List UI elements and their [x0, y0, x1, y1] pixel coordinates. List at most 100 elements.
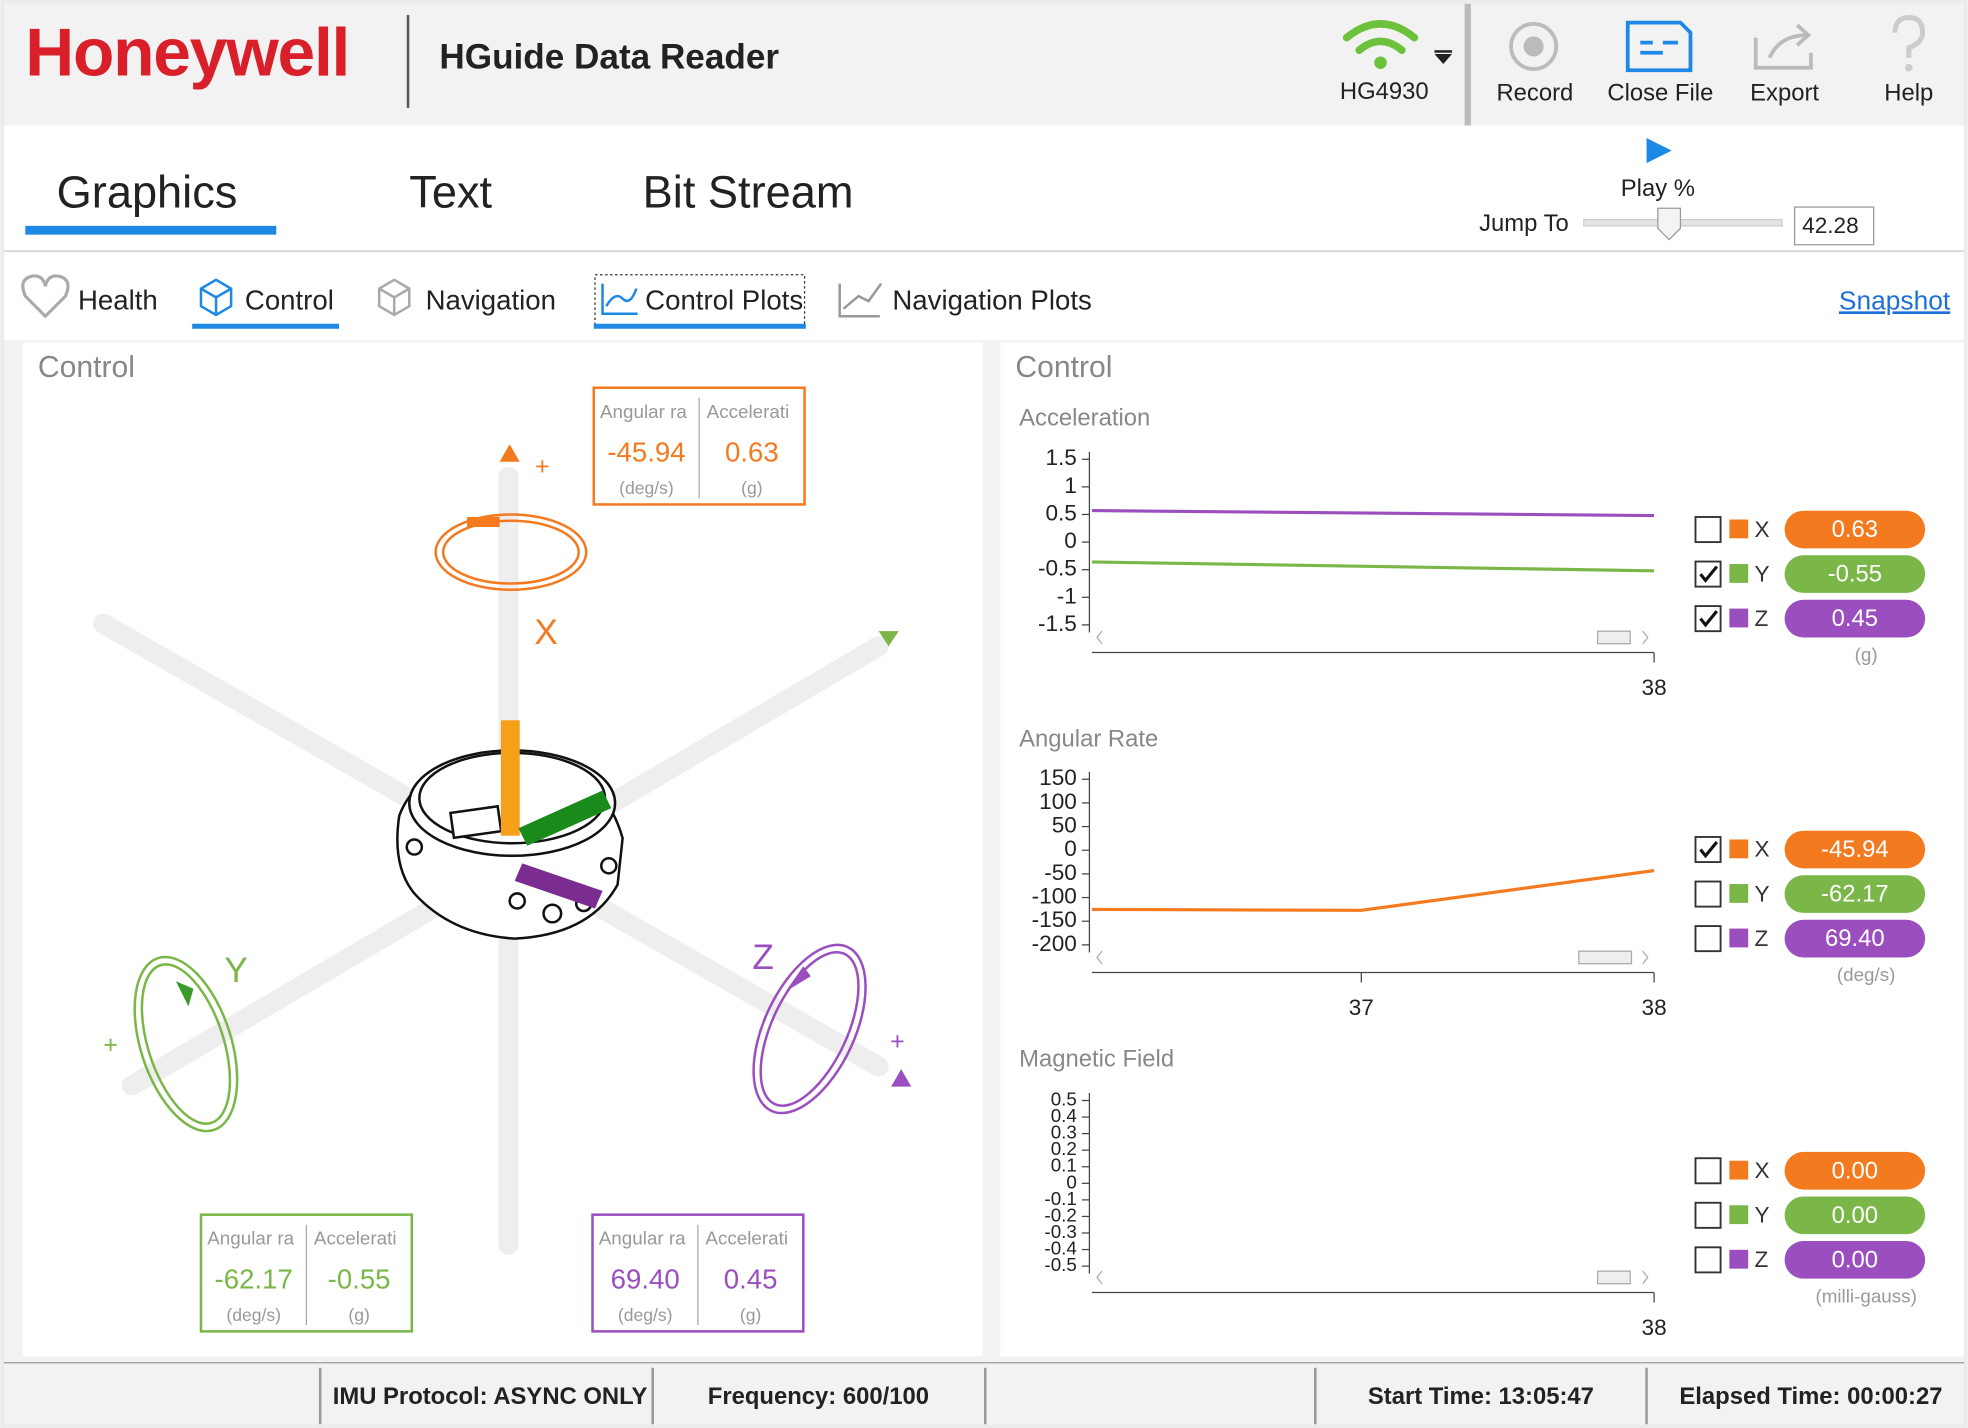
checkbox[interactable] — [1694, 1201, 1722, 1229]
readout-unit: (deg/s) — [618, 1305, 673, 1325]
tab[interactable]: Text — [409, 167, 492, 218]
y-tick-label: -100 — [1032, 884, 1077, 909]
value-pill-text: 0.45 — [1832, 605, 1878, 632]
legend-swatch — [1729, 928, 1749, 948]
device-name[interactable]: HG4930 — [1340, 78, 1429, 105]
y-tick-label: -0.3 — [1044, 1221, 1076, 1242]
status-text: Elapsed Time: 00:00:27 — [1679, 1383, 1942, 1410]
button-label[interactable]: Record — [1496, 79, 1573, 106]
y-tick-label: -0.2 — [1044, 1204, 1076, 1225]
play-label: Play % — [1621, 175, 1695, 202]
export-button[interactable]: Export — [1750, 23, 1819, 106]
scroll-right — [1642, 950, 1649, 965]
checkbox[interactable] — [1694, 836, 1722, 864]
value-pill — [1784, 599, 1926, 638]
navigation-icon — [377, 278, 411, 317]
plot-unit: (milli-gauss) — [1815, 1285, 1916, 1306]
legend-name: X — [1754, 517, 1769, 542]
value-pill-text: -0.55 — [1828, 561, 1882, 588]
y-tick-label: 0 — [1064, 836, 1077, 861]
z-arrow — [891, 1069, 912, 1087]
readouts: Angular ra -45.94 (deg/s) Accelerati 0.63 (g)… — [199, 386, 806, 1333]
scroll-thumb — [1578, 950, 1633, 965]
status-text: Start Time: 13:05:47 — [1368, 1383, 1594, 1410]
button-label[interactable]: Export — [1750, 79, 1819, 106]
readout-header: Accelerati — [707, 401, 790, 422]
value-pill — [1784, 830, 1926, 869]
y-tick-label: -0.1 — [1044, 1188, 1076, 1209]
checkbox[interactable] — [1694, 516, 1722, 544]
readout-value: -62.17 — [215, 1263, 293, 1294]
logo: Honeywell — [25, 16, 349, 91]
subtab[interactable]: Control — [245, 285, 334, 316]
checkbox[interactable] — [1694, 1246, 1722, 1274]
tab[interactable]: Graphics — [57, 167, 238, 218]
readout-value: -45.94 — [607, 437, 685, 468]
scroll-left — [1096, 1270, 1103, 1285]
subtab-underline — [192, 323, 340, 329]
jump-value[interactable]: 42.28 — [1802, 213, 1859, 238]
x-tick-label: 38 — [1642, 1315, 1667, 1340]
control-plots-icon — [601, 283, 638, 315]
y-vector — [518, 790, 612, 846]
checkbox[interactable] — [1694, 605, 1722, 633]
value-pill — [1784, 1196, 1926, 1235]
z-vector — [514, 863, 603, 909]
readout-unit: (g) — [741, 478, 762, 498]
y-tick-label: -0.4 — [1044, 1238, 1076, 1259]
z-ring-marker — [785, 966, 811, 992]
panel-title: Control — [38, 351, 135, 384]
button-label[interactable]: Help — [1884, 79, 1933, 106]
button-label[interactable]: Close File — [1607, 79, 1713, 106]
legend-name: Z — [1754, 1247, 1768, 1272]
y-tick-label: -200 — [1032, 931, 1077, 956]
slider-track[interactable] — [1583, 218, 1783, 227]
dropdown-arrow[interactable] — [1434, 53, 1453, 64]
y-tick-label: 1 — [1064, 473, 1077, 498]
checkmark — [1699, 610, 1719, 628]
record-button[interactable]: Record — [1496, 21, 1573, 107]
axis-label: X — [534, 613, 557, 652]
value-pill-text: -45.94 — [1821, 836, 1889, 863]
readout-value: -0.55 — [328, 1263, 391, 1294]
readout-header: Accelerati — [314, 1228, 397, 1249]
y-tick-label: -0.5 — [1044, 1254, 1076, 1275]
value-pill — [1784, 1151, 1926, 1190]
y-tick-label: 0.1 — [1051, 1155, 1077, 1176]
y-arrow — [878, 631, 899, 647]
subtab[interactable]: Navigation Plots — [892, 285, 1091, 316]
y-ring-marker — [175, 981, 194, 1007]
value-pill-text: 0.00 — [1832, 1246, 1878, 1273]
readout-value: 69.40 — [611, 1263, 680, 1294]
checkbox[interactable] — [1694, 1157, 1722, 1185]
y-tick-label: -0.5 — [1038, 556, 1077, 581]
x-tick-label: 37 — [1349, 995, 1374, 1020]
plot-unit: (g) — [1855, 644, 1878, 665]
snapshot-link[interactable]: Snapshot — [1839, 285, 1951, 315]
dropdown-bar — [1434, 50, 1453, 53]
series-line — [1091, 560, 1655, 573]
y-tick-label: 150 — [1039, 765, 1077, 790]
subtab[interactable]: Navigation — [426, 285, 556, 316]
tab[interactable]: Bit Stream — [643, 167, 854, 218]
legend-swatch — [1729, 608, 1749, 628]
checkbox[interactable] — [1694, 880, 1722, 908]
legend-swatch — [1729, 1249, 1749, 1269]
subtab[interactable]: Control Plots — [645, 285, 803, 316]
subtab[interactable]: Health — [78, 285, 158, 316]
checkbox[interactable] — [1694, 925, 1722, 953]
checkbox[interactable] — [1694, 560, 1722, 588]
legend-swatch — [1729, 1160, 1749, 1180]
value-pill-text: 0.00 — [1832, 1157, 1878, 1184]
play-button[interactable] — [1646, 138, 1672, 164]
help-button[interactable]: Help — [1884, 15, 1933, 107]
readout-value: 0.45 — [724, 1263, 778, 1294]
slider-thumb[interactable] — [1657, 207, 1682, 241]
legend-name: Y — [1754, 561, 1769, 586]
legend-name: Y — [1754, 881, 1769, 906]
jump-input[interactable] — [1793, 206, 1875, 246]
close-file-button[interactable]: Close File — [1607, 20, 1713, 107]
